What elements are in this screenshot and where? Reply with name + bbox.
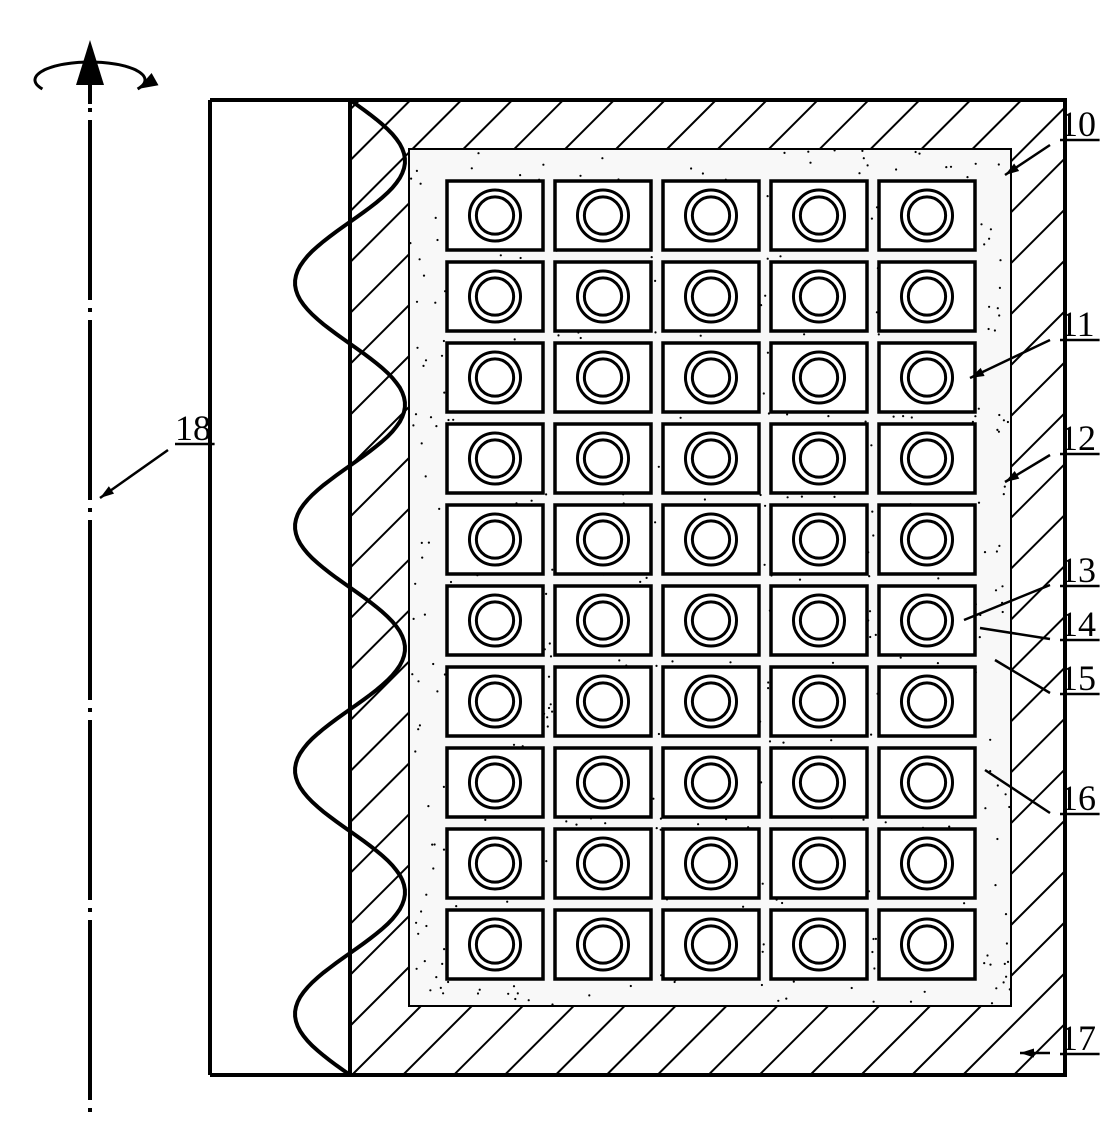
- label-17: 17: [1060, 1018, 1096, 1058]
- label-14: 14: [1060, 604, 1096, 644]
- label-13: 13: [1060, 550, 1096, 590]
- label-12: 12: [1060, 418, 1096, 458]
- label-18: 18: [175, 408, 211, 448]
- label-10: 10: [1060, 104, 1096, 144]
- diagram-root: 10 11 12 13 14 15 16 17 18: [0, 0, 1113, 1147]
- label-16: 16: [1060, 778, 1096, 818]
- label-11: 11: [1060, 304, 1095, 344]
- label-15: 15: [1060, 658, 1096, 698]
